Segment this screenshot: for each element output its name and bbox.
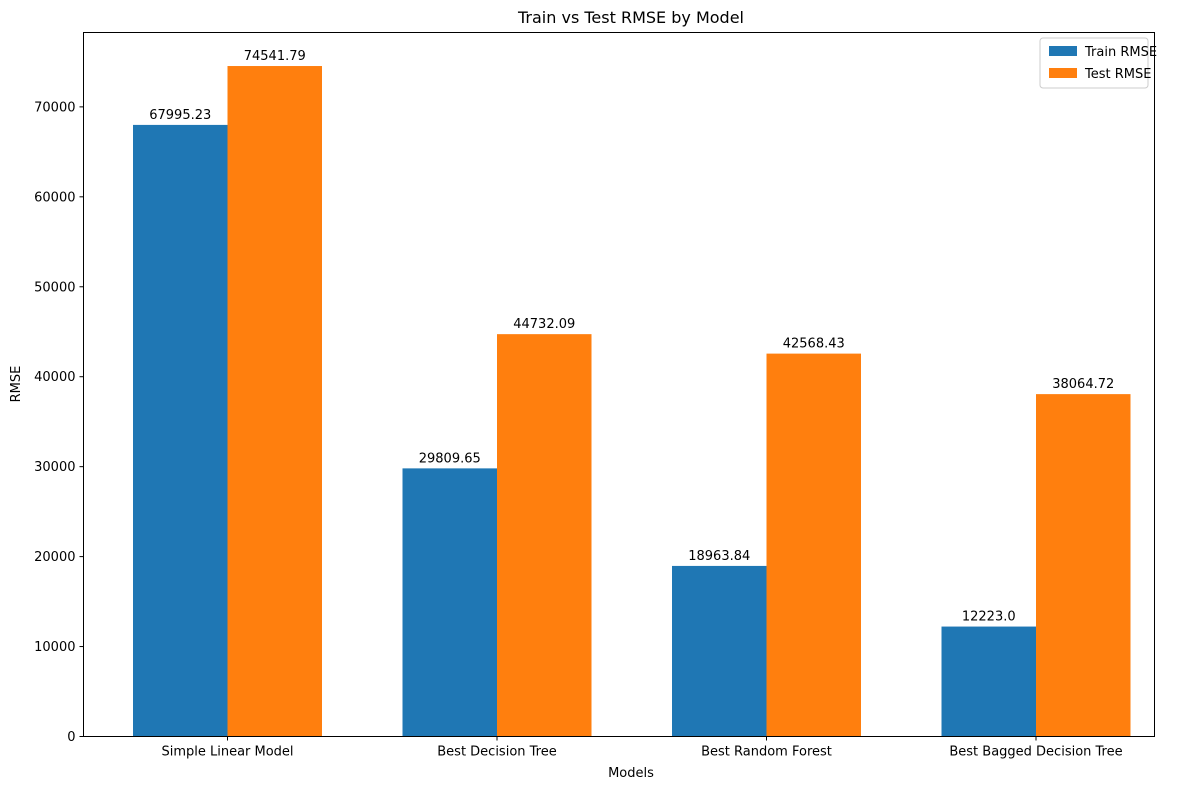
legend: Train RMSE Test RMSE [1039,37,1157,89]
bar-value-label: 38064.72 [1052,377,1114,392]
legend-label: Test RMSE [1084,67,1151,82]
legend-label: Train RMSE [1084,45,1157,60]
bar [1036,394,1131,737]
bar [672,565,767,737]
y-tick-label: 60000 [34,190,75,205]
bar-value-label: 42568.43 [783,337,845,352]
y-axis-title: RMSE [9,366,24,403]
bar [133,124,228,737]
bar-value-label: 67995.23 [149,108,211,123]
bar-value-label: 74541.79 [244,49,306,64]
y-tick-label: 70000 [34,100,75,115]
plot-frame [83,32,1155,737]
y-tick-label: 40000 [34,370,75,385]
y-tick-label: 0 [67,730,75,745]
x-axis-title: Models [608,766,654,781]
y-tick-label: 30000 [34,460,75,475]
legend-swatch [1049,68,1077,78]
x-tick-label: Best Decision Tree [437,745,556,760]
bar-value-label: 18963.84 [688,549,750,564]
bar [766,353,861,737]
bar [402,468,497,737]
bar-value-label: 12223.0 [962,610,1016,625]
x-tick-label: Best Bagged Decision Tree [949,745,1122,760]
bar-value-label: 44732.09 [513,317,575,332]
bar-value-label: 29809.65 [419,451,481,466]
legend-swatch [1049,46,1077,56]
bar [497,334,592,737]
y-tick-label: 50000 [34,280,75,295]
chart-title: Train vs Test RMSE by Model [517,8,744,27]
y-tick-label: 10000 [34,640,75,655]
bar [941,626,1036,737]
y-tick-label: 20000 [34,550,75,565]
x-tick-label: Simple Linear Model [161,745,293,760]
bar [227,66,322,737]
x-tick-label: Best Random Forest [701,745,832,760]
